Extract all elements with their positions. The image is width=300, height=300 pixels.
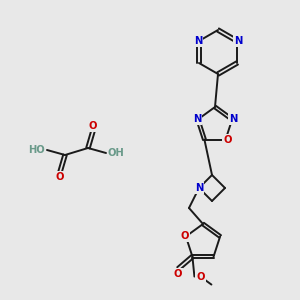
Text: O: O xyxy=(223,135,232,145)
Text: O: O xyxy=(173,268,182,279)
Text: N: N xyxy=(229,114,237,124)
Text: O: O xyxy=(56,172,64,182)
Text: O: O xyxy=(89,121,97,131)
Text: HO: HO xyxy=(28,145,45,155)
Text: N: N xyxy=(193,114,201,124)
Text: N: N xyxy=(195,183,203,193)
Text: OH: OH xyxy=(108,148,125,158)
Text: N: N xyxy=(234,36,242,46)
Text: O: O xyxy=(196,272,205,282)
Text: O: O xyxy=(181,231,189,242)
Text: N: N xyxy=(194,36,202,46)
